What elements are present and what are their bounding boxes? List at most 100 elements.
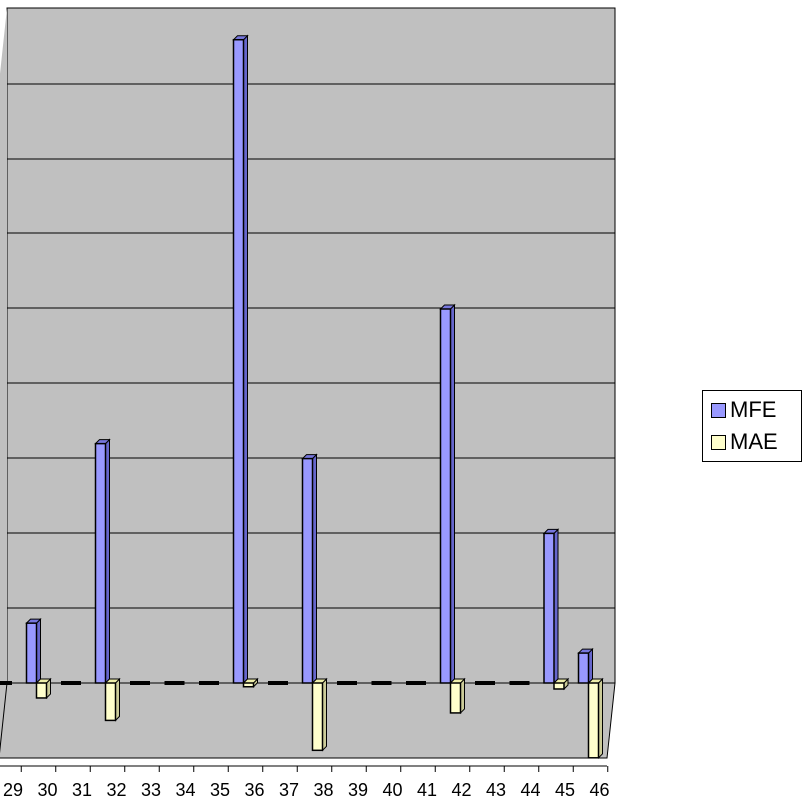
bar-mfe-36 <box>232 34 249 685</box>
zero-marker <box>416 681 426 685</box>
x-tick-label-33: 33 <box>141 780 161 800</box>
x-tick-label-36: 36 <box>244 780 264 800</box>
x-axis: 29 30 31 32 33 34 35 36 37 38 39 40 41 42 43 44 45 46 <box>0 765 610 800</box>
x-tick-label-34: 34 <box>175 780 195 800</box>
zero-marker <box>485 681 495 685</box>
bar-mfe-44 <box>509 681 520 685</box>
bar-mae-36 <box>242 677 259 688</box>
bar-mae-34 <box>174 681 185 685</box>
x-tick-label-30: 30 <box>37 780 57 800</box>
bar-mae-43 <box>485 681 495 685</box>
bar-front <box>301 457 314 684</box>
bar-mfe-45 <box>542 528 560 685</box>
bar-mfe-35 <box>199 681 209 685</box>
bar-mfe-42 <box>439 303 456 685</box>
zero-marker <box>140 681 150 685</box>
zero-marker <box>71 681 81 685</box>
bar-front <box>232 38 245 684</box>
bar-mfe-41 <box>406 681 416 685</box>
chart-floor <box>0 682 616 759</box>
bar-mae-30 <box>35 677 52 700</box>
bar-mfe-31 <box>61 681 71 685</box>
bar-mae-40 <box>381 681 392 685</box>
x-tick-label-35: 35 <box>210 780 230 800</box>
legend-label-mae: MAE <box>730 429 778 454</box>
x-tick-label-29: 29 <box>3 780 23 800</box>
x-tick-label-46: 46 <box>589 780 609 800</box>
zero-marker <box>337 681 347 685</box>
bar-mae-32 <box>104 677 121 722</box>
zero-marker <box>174 681 185 685</box>
bar-mfe-39 <box>337 681 347 685</box>
x-tick-label-40: 40 <box>382 780 402 800</box>
zero-marker <box>268 681 278 685</box>
bar-front <box>587 682 600 759</box>
zero-marker <box>278 681 288 685</box>
bar-front <box>25 622 38 684</box>
bar-mae-41 <box>416 681 426 685</box>
bar-mae-42 <box>449 677 466 715</box>
bar-mae-45 <box>552 677 570 691</box>
bar-mae-31 <box>71 681 81 685</box>
bar-mae-38 <box>311 677 328 752</box>
bar-front <box>543 532 555 684</box>
bar-mfe-46 <box>577 647 594 685</box>
bar-mae-35 <box>209 681 219 685</box>
bar-mfe-38 <box>301 453 318 685</box>
bar-mae-33 <box>140 681 150 685</box>
side-wall <box>0 8 7 749</box>
bar-mfe-29 <box>0 681 2 685</box>
zero-marker <box>381 681 392 685</box>
legend-swatch-mae <box>711 434 726 450</box>
bar-front <box>553 682 565 690</box>
x-tick-label-44: 44 <box>520 780 540 800</box>
zero-marker <box>130 681 140 685</box>
bar-front <box>35 682 48 699</box>
bar-front <box>94 442 107 684</box>
legend: MFE MAE <box>702 390 802 462</box>
floor-plane <box>0 682 616 759</box>
bar-mae-39 <box>347 681 357 685</box>
zero-marker <box>0 681 2 685</box>
bar-mae-44 <box>519 681 530 685</box>
zero-marker <box>164 681 175 685</box>
bar-mfe-32 <box>94 438 111 685</box>
bar-mfe-34 <box>164 681 175 685</box>
zero-marker <box>406 681 416 685</box>
zero-marker <box>2 681 12 685</box>
legend-item-mfe: MFE <box>711 397 776 423</box>
bar-mfe-43 <box>475 681 485 685</box>
zero-marker <box>519 681 530 685</box>
zero-marker <box>199 681 209 685</box>
legend-item-mae: MAE <box>711 429 778 455</box>
zero-marker <box>61 681 71 685</box>
x-tick-label-43: 43 <box>486 780 506 800</box>
bar-front <box>311 682 324 752</box>
legend-swatch-mfe <box>711 402 726 418</box>
bar-mae-46 <box>587 677 604 760</box>
zero-marker <box>475 681 485 685</box>
x-tick-label-31: 31 <box>72 780 92 800</box>
x-tick-label-42: 42 <box>451 780 471 800</box>
x-tick-label-45: 45 <box>555 780 575 800</box>
zero-marker <box>347 681 357 685</box>
bar-front <box>577 652 590 684</box>
x-tick-label-38: 38 <box>313 780 333 800</box>
bar-mfe-30 <box>25 617 42 685</box>
x-tick-label-32: 32 <box>106 780 126 800</box>
bar-front <box>242 682 255 688</box>
bar-mae-29 <box>2 681 12 685</box>
bar-mae-37 <box>278 681 288 685</box>
zero-marker <box>509 681 520 685</box>
bar-mfe-37 <box>268 681 278 685</box>
bar-mfe-33 <box>130 681 140 685</box>
bar-mfe-40 <box>371 681 382 685</box>
x-tick-label-41: 41 <box>417 780 437 800</box>
zero-marker <box>371 681 382 685</box>
bars <box>0 34 604 760</box>
x-tick-label-37: 37 <box>279 780 299 800</box>
legend-label-mfe: MFE <box>730 397 777 422</box>
bar-front <box>439 308 452 684</box>
bar-front <box>104 682 117 722</box>
